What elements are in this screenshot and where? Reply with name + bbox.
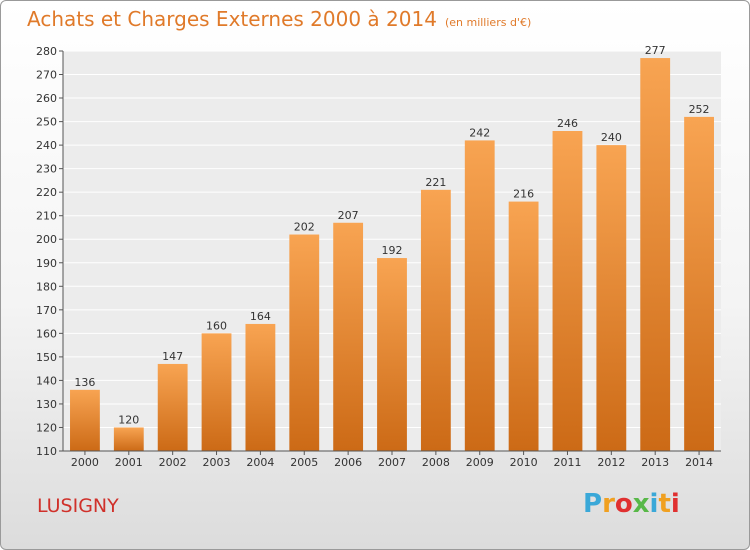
x-tick-label-2008: 2008 <box>422 456 450 469</box>
y-tick-label: 170 <box>36 304 57 317</box>
x-tick-label-2013: 2013 <box>641 456 669 469</box>
value-label-2008: 221 <box>425 176 446 189</box>
value-label-2005: 202 <box>294 221 315 234</box>
bars-group: 136 120 147 160 164 202 207 192 221 242 216 246 240 2… <box>70 44 714 452</box>
chart-subtitle: (en milliers d'€) <box>444 16 532 29</box>
x-tick-label-2010: 2010 <box>510 456 538 469</box>
value-label-2009: 242 <box>469 126 490 139</box>
x-tick-label-2007: 2007 <box>378 456 406 469</box>
chart-title-text: Achats et Charges Externes 2000 à 2014 <box>27 7 437 31</box>
logo-letter: r <box>602 489 615 519</box>
logo-letter: P <box>583 489 603 519</box>
y-tick-label: 210 <box>36 210 57 223</box>
y-tick-label: 230 <box>36 163 57 176</box>
y-tick-label: 190 <box>36 257 57 270</box>
y-tick-label: 200 <box>36 233 57 246</box>
y-tick-label: 280 <box>36 45 57 58</box>
bar-2004 <box>245 323 276 451</box>
x-tick-label-2006: 2006 <box>334 456 362 469</box>
x-tick-label-2000: 2000 <box>71 456 99 469</box>
value-label-2012: 240 <box>601 131 622 144</box>
x-tick-label-2001: 2001 <box>115 456 143 469</box>
bar-2013 <box>640 58 671 451</box>
bar-2003 <box>201 333 232 451</box>
y-tick-label: 260 <box>36 92 57 105</box>
value-label-2007: 192 <box>382 244 403 257</box>
bar-2000 <box>70 389 100 451</box>
bar-2006 <box>333 222 364 451</box>
y-tick-label: 240 <box>36 139 57 152</box>
y-tick-label: 140 <box>36 374 57 387</box>
value-label-2001: 120 <box>118 413 139 426</box>
value-label-2002: 147 <box>162 350 183 363</box>
value-label-2013: 277 <box>645 44 666 57</box>
y-tick-label: 270 <box>36 69 57 82</box>
bar-2010 <box>508 201 539 451</box>
x-tick-label-2014: 2014 <box>685 456 713 469</box>
bar-2012 <box>596 145 627 451</box>
x-tick-label-2011: 2011 <box>553 456 581 469</box>
y-tick-label: 130 <box>36 398 57 411</box>
bar-2008 <box>420 189 451 451</box>
y-tick-label: 180 <box>36 280 57 293</box>
y-tick-label: 120 <box>36 421 57 434</box>
value-label-2010: 216 <box>513 188 534 201</box>
logo-letter: o <box>614 489 633 519</box>
axes-group: 110 120 130 140 150 160 170 180 190 200 210 220 230 2… <box>36 45 721 469</box>
proxiti-logo: Proxiti <box>583 489 680 519</box>
x-tick-label-2004: 2004 <box>246 456 274 469</box>
bar-2011 <box>552 131 583 451</box>
logo-letter: t <box>658 489 671 519</box>
location-name: LUSIGNY <box>37 495 119 517</box>
y-tick-label: 220 <box>36 186 57 199</box>
value-label-2004: 164 <box>250 310 271 323</box>
bar-2009 <box>464 140 495 452</box>
bar-2002 <box>157 363 188 451</box>
bar-2014 <box>684 116 714 451</box>
x-tick-label-2002: 2002 <box>159 456 187 469</box>
value-label-2006: 207 <box>338 209 359 222</box>
value-label-2000: 136 <box>74 376 95 389</box>
value-label-2014: 252 <box>689 103 710 116</box>
value-label-2003: 160 <box>206 319 227 332</box>
x-tick-label-2012: 2012 <box>597 456 625 469</box>
bar-2007 <box>377 258 407 451</box>
y-tick-label: 250 <box>36 116 57 129</box>
logo-letter: i <box>670 489 680 519</box>
x-tick-label-2005: 2005 <box>290 456 318 469</box>
logo-letter: i <box>649 489 659 519</box>
bar-2005 <box>289 234 320 451</box>
chart-title: Achats et Charges Externes 2000 à 2014 (e… <box>27 7 531 31</box>
x-tick-label-2009: 2009 <box>466 456 494 469</box>
value-label-2011: 246 <box>557 117 578 130</box>
y-tick-label: 150 <box>36 351 57 364</box>
x-tick-label-2003: 2003 <box>203 456 231 469</box>
logo-letter: x <box>632 489 650 519</box>
bar-2001 <box>113 427 144 451</box>
y-tick-label: 160 <box>36 327 57 340</box>
y-tick-label: 110 <box>36 445 57 458</box>
